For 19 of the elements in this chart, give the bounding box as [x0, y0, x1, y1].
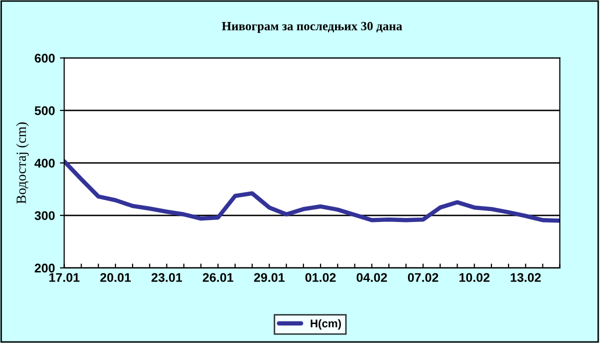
y-axis-title: Водостај (cm) [16, 122, 29, 204]
x-tick-label: 17.01 [49, 273, 80, 282]
x-tick-label: 29.01 [254, 273, 285, 282]
y-tick-label: 600 [34, 54, 55, 63]
chart-title: Нивограм за последњих 30 дана [222, 22, 402, 33]
x-tick-label: 10.02 [460, 273, 490, 282]
x-tick-label: 07.02 [408, 273, 438, 282]
x-tick-label: 04.02 [356, 273, 387, 282]
y-tick-label: 400 [34, 158, 55, 168]
y-tick-label: 500 [34, 106, 55, 116]
x-tick-label: 20.01 [100, 273, 131, 282]
legend-label: H(cm) [310, 319, 341, 330]
y-tick-label: 300 [34, 211, 55, 220]
y-tick-label: 200 [34, 264, 55, 273]
x-tick-label: 23.01 [152, 273, 182, 282]
x-tick-label: 13.02 [510, 273, 541, 282]
x-tick-label: 26.01 [202, 273, 234, 282]
line-series [64, 159, 560, 223]
x-tick-label: 01.02 [305, 273, 336, 282]
